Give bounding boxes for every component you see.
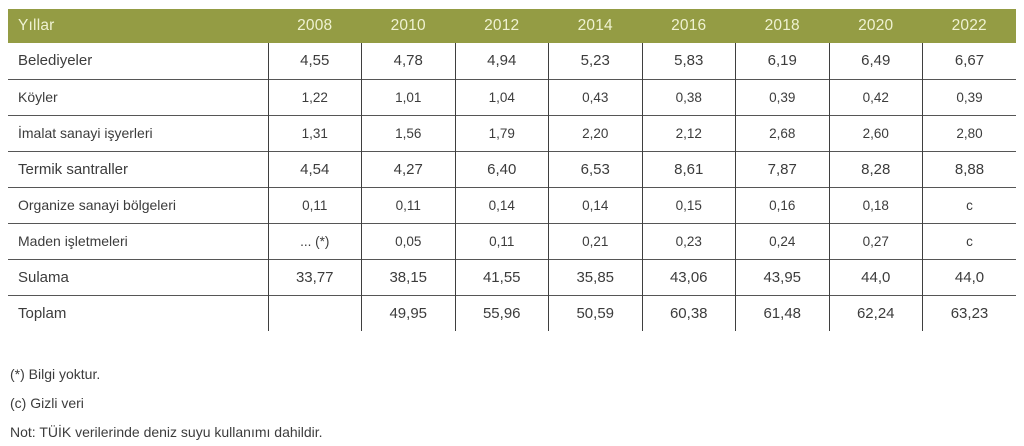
table-row: İmalat sanayi işyerleri 1,31 1,56 1,79 2,20 2… <box>8 114 1016 151</box>
table-cell: 44,0 <box>828 258 923 295</box>
table-cell: 0,14 <box>548 186 642 223</box>
table-cell: 6,53 <box>548 150 642 187</box>
table-cell: 7,87 <box>735 150 829 187</box>
table-row: Maden işletmeleri... (*) 0,05 0,11 0,21 0,23… <box>8 222 1016 259</box>
table-cell: 0,16 <box>735 186 829 223</box>
table-cell: 60,38 <box>641 294 736 331</box>
table-cell: ... (*) <box>267 222 362 259</box>
table-cell: 4,55 <box>267 43 362 79</box>
row-label: Organize sanayi bölgeleri <box>8 186 268 223</box>
year-header: 2008 <box>268 9 362 43</box>
footnote-confidential: (c) Gizli veri <box>10 395 84 411</box>
table-cell: 38,15 <box>361 258 455 295</box>
year-header: 2016 <box>642 9 736 43</box>
table-cell: c <box>922 222 1016 259</box>
table-cell: 0,39 <box>922 78 1016 115</box>
table-cell: 4,54 <box>267 150 362 187</box>
row-label: Termik santraller <box>8 150 268 187</box>
table-cell: 44,0 <box>922 258 1016 295</box>
table-cell: 6,19 <box>735 43 829 79</box>
table-cell: 0,11 <box>454 222 549 259</box>
table-cell: 1,04 <box>454 78 549 115</box>
table-cell: 0,42 <box>828 78 923 115</box>
table-row: Sulama 33,77 38,15 41,55 35,85 43,06 43,95 44,0… <box>8 258 1016 295</box>
row-label: Köyler <box>8 78 268 115</box>
row-label: Belediyeler <box>8 43 268 79</box>
table-cell: 61,48 <box>735 294 829 331</box>
table-cell: 2,12 <box>641 114 736 151</box>
years-column-header: Yıllar <box>8 9 268 43</box>
table-cell: 35,85 <box>548 258 642 295</box>
table-row: Organize sanayi bölgeleri 0,11 0,11 0,14 0,1… <box>8 186 1016 223</box>
year-header: 2022 <box>922 9 1016 43</box>
table-cell: 1,79 <box>454 114 549 151</box>
table-header-row: Yıllar 2008 2010 2012 2014 2016 2018 2020 2022 <box>8 9 1016 43</box>
table-cell: 33,77 <box>267 258 362 295</box>
table-row: Köyler 1,22 1,01 1,04 0,43 0,38 0,39 0,42 0,39 <box>8 78 1016 115</box>
table-cell: 55,96 <box>454 294 549 331</box>
table-cell: 1,22 <box>267 78 362 115</box>
table-cell: 0,11 <box>361 186 455 223</box>
table-cell: 4,27 <box>361 150 455 187</box>
table-body: Belediyeler 4,55 4,78 4,94 5,23 5,83 6,19 6,49 6… <box>8 43 1016 331</box>
table-cell: 43,06 <box>641 258 736 295</box>
table-cell: 0,11 <box>267 186 362 223</box>
table-cell: 6,40 <box>454 150 549 187</box>
table-cell: 0,15 <box>641 186 736 223</box>
row-label: İmalat sanayi işyerleri <box>8 114 268 151</box>
table-cell: 6,67 <box>922 43 1016 79</box>
table-cell: 0,14 <box>454 186 549 223</box>
table-cell: c <box>922 186 1016 223</box>
table-cell: 8,28 <box>828 150 923 187</box>
table-cell: 1,01 <box>361 78 455 115</box>
table-cell: 0,39 <box>735 78 829 115</box>
year-header: 2014 <box>548 9 642 43</box>
table-cell: 2,20 <box>548 114 642 151</box>
table-cell: 50,59 <box>548 294 642 331</box>
footnote-note: Not: TÜİK verilerinde deniz suyu kullanı… <box>10 424 323 440</box>
year-header: 2020 <box>829 9 923 43</box>
table-cell: 2,68 <box>735 114 829 151</box>
table-cell: 1,31 <box>267 114 362 151</box>
table-cell: 41,55 <box>454 258 549 295</box>
table-header: Yıllar 2008 2010 2012 2014 2016 2018 2020 2022 <box>8 9 1016 43</box>
table-cell: 4,78 <box>361 43 455 79</box>
table-cell <box>267 294 362 331</box>
table-cell: 5,83 <box>641 43 736 79</box>
year-header: 2018 <box>735 9 829 43</box>
table-row: Toplam 49,95 55,96 50,59 60,38 61,48 62,24 63,2… <box>8 294 1016 331</box>
table-cell: 8,61 <box>641 150 736 187</box>
table-cell: 2,60 <box>828 114 923 151</box>
table-cell: 0,21 <box>548 222 642 259</box>
year-header: 2010 <box>361 9 455 43</box>
table-cell: 5,23 <box>548 43 642 79</box>
table-row: Termik santraller 4,54 4,27 6,40 6,53 8,61 7,8… <box>8 150 1016 187</box>
water-usage-table: Yıllar 2008 2010 2012 2014 2016 2018 2020 2022 … <box>8 9 1016 331</box>
year-header: 2012 <box>455 9 549 43</box>
table-cell: 8,88 <box>922 150 1016 187</box>
table-cell: 62,24 <box>828 294 923 331</box>
footnotes: (*) Bilgi yoktur. (c) Gizli veri Not: TÜ… <box>10 366 323 446</box>
table-row: Belediyeler 4,55 4,78 4,94 5,23 5,83 6,19 6,49 6… <box>8 43 1016 79</box>
table-cell: 2,80 <box>922 114 1016 151</box>
table-cell: 43,95 <box>735 258 829 295</box>
row-label: Sulama <box>8 258 268 295</box>
table-cell: 0,27 <box>828 222 923 259</box>
table-cell: 0,38 <box>641 78 736 115</box>
table-cell: 0,43 <box>548 78 642 115</box>
table-cell: 49,95 <box>361 294 455 331</box>
table-cell: 63,23 <box>922 294 1016 331</box>
table-cell: 4,94 <box>454 43 549 79</box>
row-label: Maden işletmeleri <box>8 222 268 259</box>
footnote-asterisk: (*) Bilgi yoktur. <box>10 366 101 382</box>
table-cell: 1,56 <box>361 114 455 151</box>
table-cell: 0,24 <box>735 222 829 259</box>
table-cell: 6,49 <box>828 43 923 79</box>
table-cell: 0,23 <box>641 222 736 259</box>
table-cell: 0,05 <box>361 222 455 259</box>
row-label: Toplam <box>8 294 268 331</box>
table-cell: 0,18 <box>828 186 923 223</box>
